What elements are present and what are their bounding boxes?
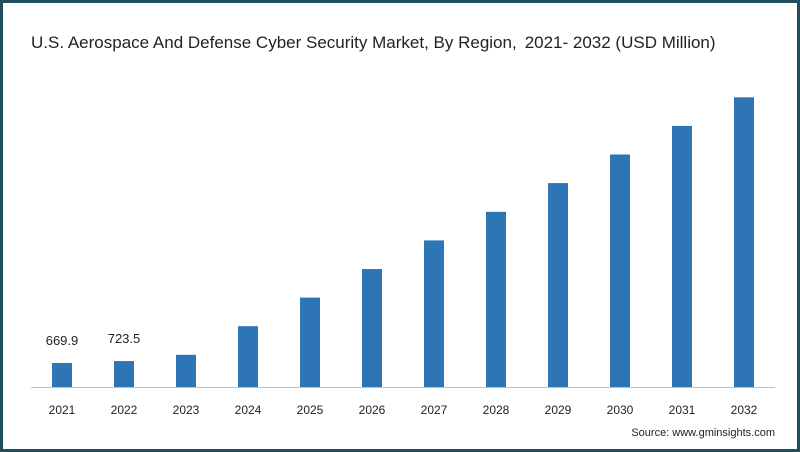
bar-2023	[176, 354, 196, 387]
bar-2025	[300, 297, 320, 387]
x-tick-labels: 2021 2022 2023 2024 2025 2026 2027 2028 2029 2030…	[49, 403, 758, 417]
chart-title-main: U.S. Aerospace And Defense Cyber Securit…	[31, 33, 517, 52]
x-tick-label-2024: 2024	[235, 403, 262, 417]
chart-title: U.S. Aerospace And Defense Cyber Securit…	[31, 33, 716, 53]
data-label-2022: 723.5	[108, 331, 141, 346]
chart-title-sub: 2021- 2032 (USD Million)	[524, 33, 716, 52]
x-tick-label-2022: 2022	[111, 403, 138, 417]
bar-2026	[362, 269, 382, 387]
bar-2031	[672, 125, 692, 388]
bar-2029	[548, 183, 568, 387]
bars-group	[52, 97, 754, 388]
bar-2030	[610, 154, 630, 387]
x-tick-label-2029: 2029	[545, 403, 572, 417]
bar-2027	[424, 240, 444, 387]
data-label-2021: 669.9	[46, 333, 79, 348]
bar-2021	[52, 363, 72, 387]
x-tick-label-2030: 2030	[607, 403, 634, 417]
x-tick-label-2028: 2028	[483, 403, 510, 417]
bar-2022	[114, 361, 134, 387]
x-tick-label-2026: 2026	[359, 403, 386, 417]
x-tick-label-2023: 2023	[173, 403, 200, 417]
bar-2024	[238, 326, 258, 387]
x-tick-label-2032: 2032	[731, 403, 758, 417]
x-tick-label-2031: 2031	[669, 403, 696, 417]
x-tick-label-2021: 2021	[49, 403, 76, 417]
bar-2028	[486, 211, 506, 387]
bar-2032	[734, 97, 754, 388]
bar-chart: 2021 2022 2023 2024 2025 2026 2027 2028 2029 2030…	[31, 97, 775, 417]
source-note: Source: www.gminsights.com	[631, 427, 775, 439]
x-tick-label-2025: 2025	[297, 403, 324, 417]
x-tick-label-2027: 2027	[421, 403, 448, 417]
data-labels: 669.9 723.5	[46, 331, 141, 348]
